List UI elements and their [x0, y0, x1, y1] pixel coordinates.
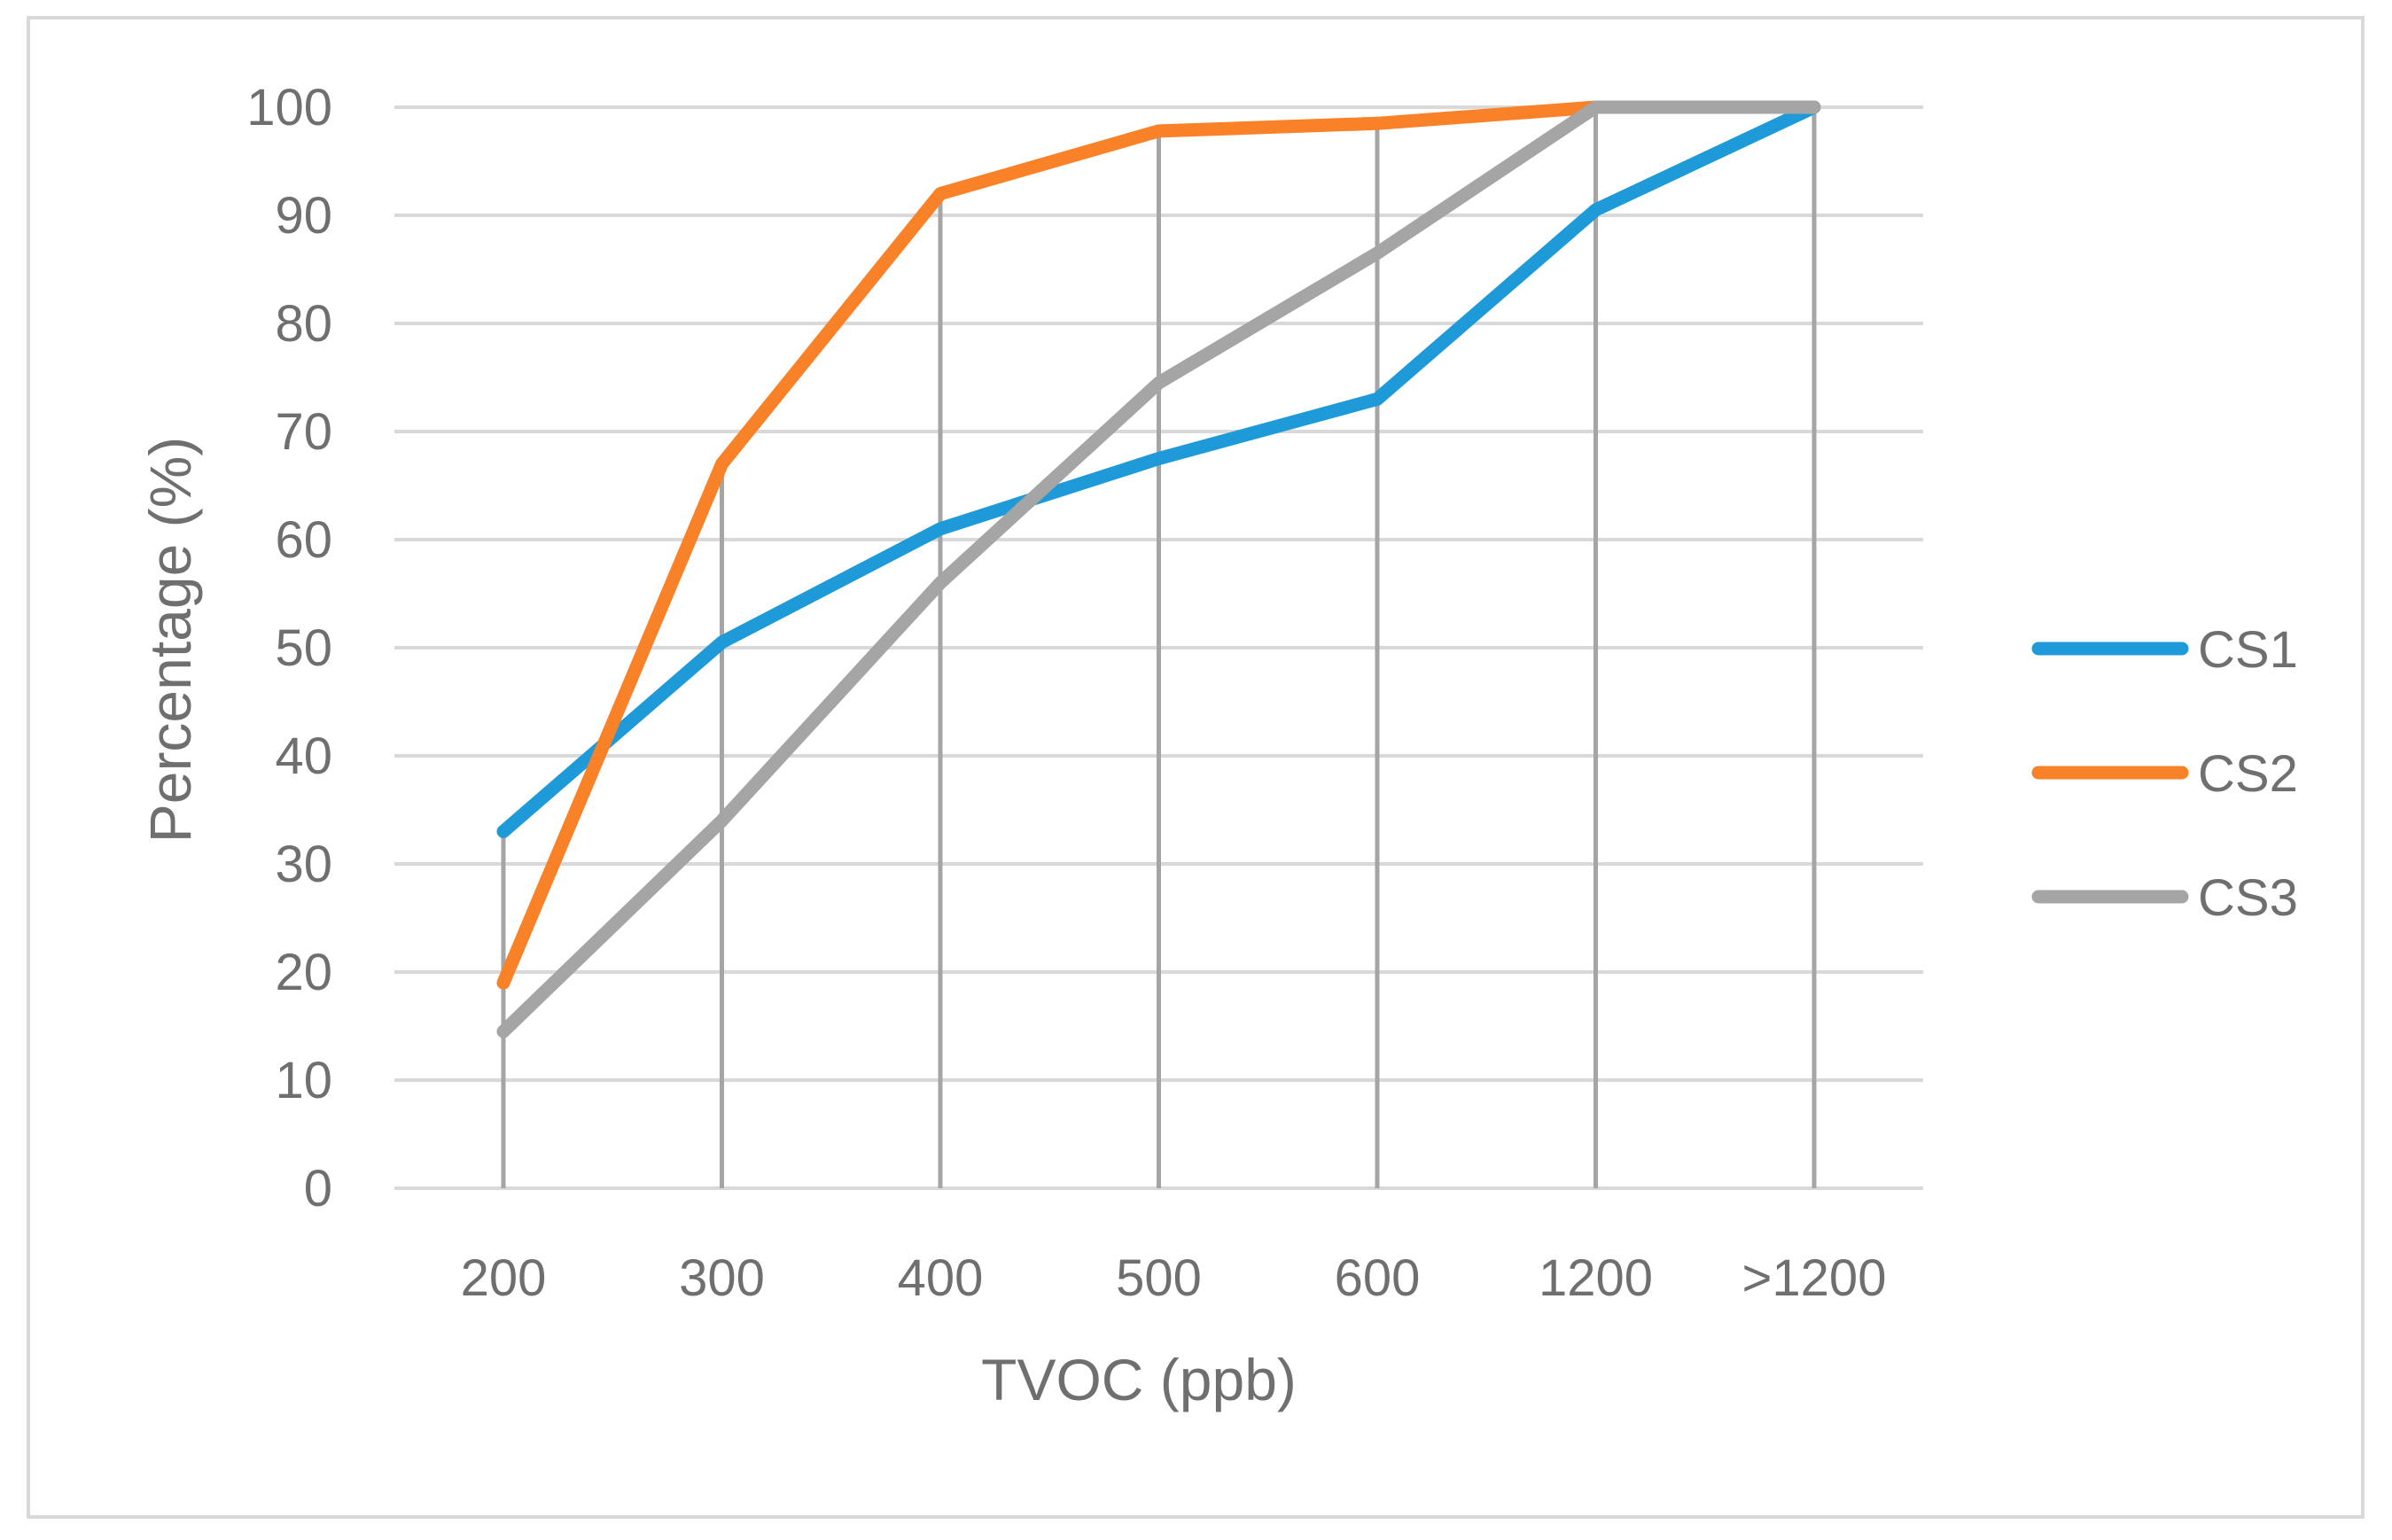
x-tick-label: 200 — [461, 1249, 547, 1307]
y-tick-label: 80 — [275, 295, 332, 353]
y-tick-label: 40 — [275, 727, 332, 785]
x-tick-label: 300 — [679, 1249, 765, 1307]
legend: CS1 CS2 CS3 — [2031, 621, 2298, 927]
x-tick-label: 400 — [898, 1249, 984, 1307]
y-tick-label: 10 — [275, 1052, 332, 1109]
y-tick-label: 30 — [275, 836, 332, 893]
series-lines — [496, 100, 1821, 1038]
y-axis-title: Percentage (%) — [137, 437, 203, 844]
legend-label-cs3: CS3 — [2198, 869, 2298, 927]
legend-label-cs1: CS1 — [2198, 621, 2298, 679]
x-axis-title: TVOC (ppb) — [981, 1347, 1297, 1412]
category-gridlines — [501, 107, 1817, 1188]
y-tick-label: 20 — [275, 944, 332, 1001]
y-tick-label: 60 — [275, 511, 332, 569]
y-axis-ticks: 0 10 20 30 40 50 60 70 80 90 100 — [246, 79, 332, 1217]
x-tick-label: 1200 — [1539, 1249, 1653, 1307]
x-tick-label: >1200 — [1742, 1249, 1887, 1307]
y-tick-label: 90 — [275, 187, 332, 245]
x-tick-label: 600 — [1335, 1249, 1421, 1307]
x-axis-ticks: 200 300 400 500 600 1200 >1200 — [461, 1249, 1887, 1307]
y-tick-label: 100 — [246, 79, 332, 136]
y-tick-label: 0 — [304, 1160, 332, 1217]
chart-frame — [27, 16, 2365, 1519]
y-tick-label: 70 — [275, 403, 332, 461]
legend-label-cs2: CS2 — [2198, 745, 2298, 803]
x-tick-label: 500 — [1116, 1249, 1202, 1307]
y-tick-label: 50 — [275, 619, 332, 677]
